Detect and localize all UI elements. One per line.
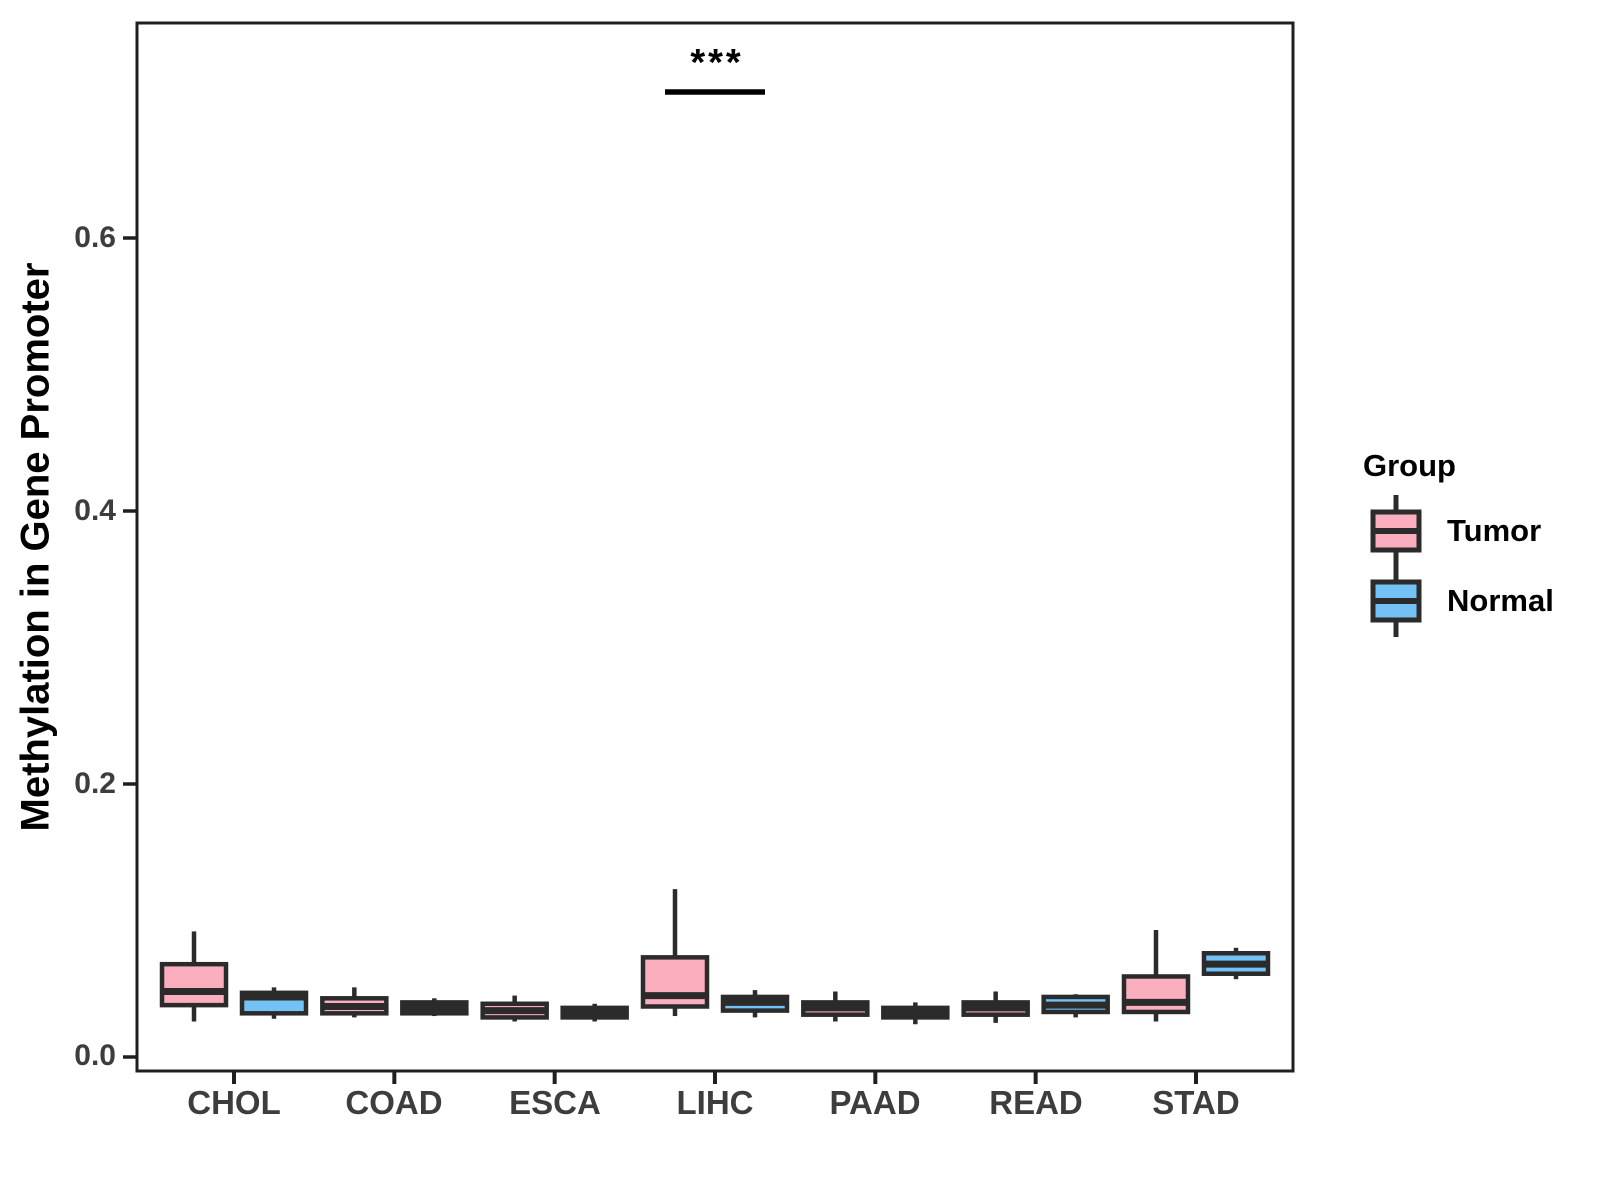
x-tick-label-chol: CHOL — [187, 1084, 281, 1121]
y-tick-label-0.0: 0.0 — [74, 1039, 116, 1072]
legend-entry-normal: Normal — [1368, 565, 1554, 637]
x-tick-label-stad: STAD — [1152, 1084, 1240, 1121]
x-tick-label-lihc: LIHC — [676, 1084, 754, 1121]
y-tick-label-0.2: 0.2 — [74, 767, 116, 800]
x-tick-label-coad: COAD — [345, 1084, 443, 1121]
x-tick-label-read: READ — [989, 1084, 1083, 1121]
y-axis-title: Methylation in Gene Promoter — [13, 262, 58, 832]
normal-boxplot-glyph-icon — [1370, 565, 1422, 637]
x-tick-label-esca: ESCA — [509, 1084, 601, 1121]
y-tick-label-0.6: 0.6 — [74, 221, 116, 254]
tumor-boxplot-glyph-icon — [1370, 495, 1422, 567]
significance-stars: *** — [690, 42, 744, 84]
legend-entry-tumor: Tumor — [1368, 495, 1554, 567]
legend-title: Group — [1363, 448, 1456, 483]
x-tick-label-paad: PAAD — [829, 1084, 921, 1121]
legend-label-tumor: Tumor — [1447, 513, 1542, 548]
legend: Group Tumor Normal — [1345, 448, 1554, 637]
legend-label-normal: Normal — [1447, 583, 1554, 618]
y-tick-label-0.4: 0.4 — [74, 494, 116, 527]
